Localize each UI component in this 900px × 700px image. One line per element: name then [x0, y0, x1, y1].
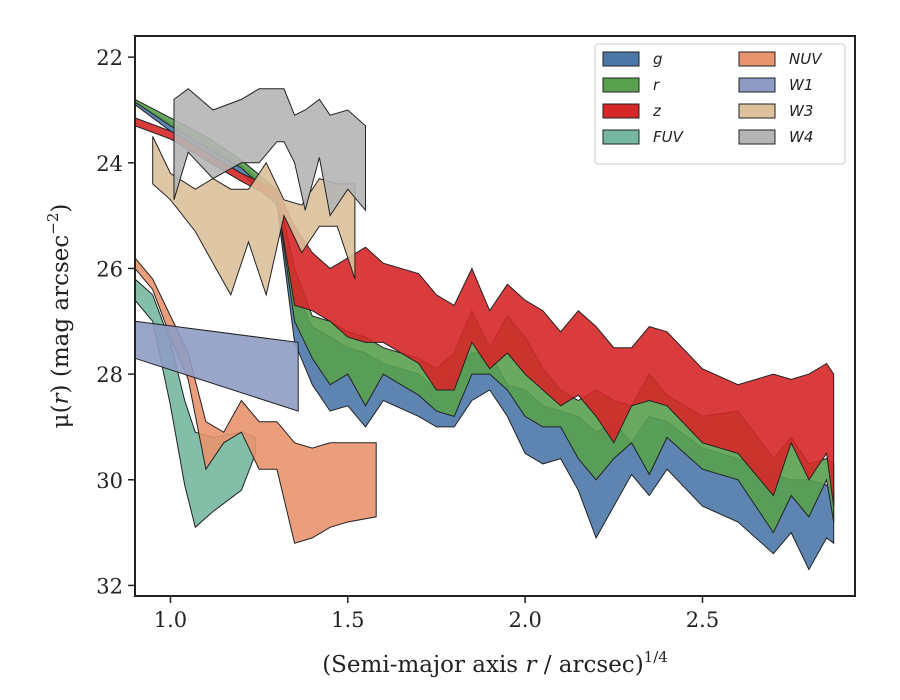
band-z: [134, 117, 835, 507]
band-w1: [134, 320, 299, 412]
legend: grz FUV NUV W1 W3 W4: [594, 43, 846, 165]
plot-frame: [134, 35, 856, 597]
legend-swatch-w4: [738, 129, 776, 145]
legend-label-z: z: [652, 102, 662, 120]
legend-label-w3: W3: [789, 102, 813, 120]
y-tick-label: 32: [96, 574, 123, 598]
legend-label-r: r: [653, 76, 660, 94]
legend-swatch-r: [602, 77, 640, 93]
legend-swatch-z: [602, 103, 640, 119]
legend-label-g: g: [653, 50, 663, 68]
x-axis-label: (Semi-major axis r / arcsec)1/4: [322, 648, 668, 678]
x-tick-label: 2.0: [508, 608, 541, 632]
y-tick-label: 26: [96, 257, 123, 281]
legend-label-w1: W1: [789, 76, 813, 94]
data-bands: [134, 88, 835, 571]
y-tick-label: 30: [96, 469, 123, 493]
y-axis-label: μ(r) (mag arcsec−2): [44, 204, 74, 429]
legend-swatch-g: [602, 51, 640, 67]
band-w3: [152, 136, 356, 297]
legend-label-nuv: NUV: [789, 50, 823, 68]
x-tick-label: 1.5: [331, 608, 364, 632]
band-w4: [173, 88, 366, 217]
legend-swatch-nuv: [738, 51, 776, 67]
legend-box: [594, 43, 846, 165]
y-tick-label: 28: [96, 363, 123, 387]
x-axis: 1.0 1.5 2.0 2.5: [154, 596, 719, 632]
x-tick-label: 2.5: [686, 608, 719, 632]
y-axis: 22 24 26 28 30 32: [96, 46, 135, 598]
legend-label-w4: W4: [789, 128, 813, 146]
legend-swatch-fuv: [602, 129, 640, 145]
y-tick-label: 22: [96, 46, 123, 70]
legend-swatch-w3: [738, 103, 776, 119]
band-nuv: [134, 256, 377, 544]
x-tick-label: 1.0: [154, 608, 187, 632]
legend-swatch-w1: [738, 77, 776, 93]
y-tick-label: 24: [96, 152, 123, 176]
legend-label-fuv: FUV: [653, 128, 685, 146]
